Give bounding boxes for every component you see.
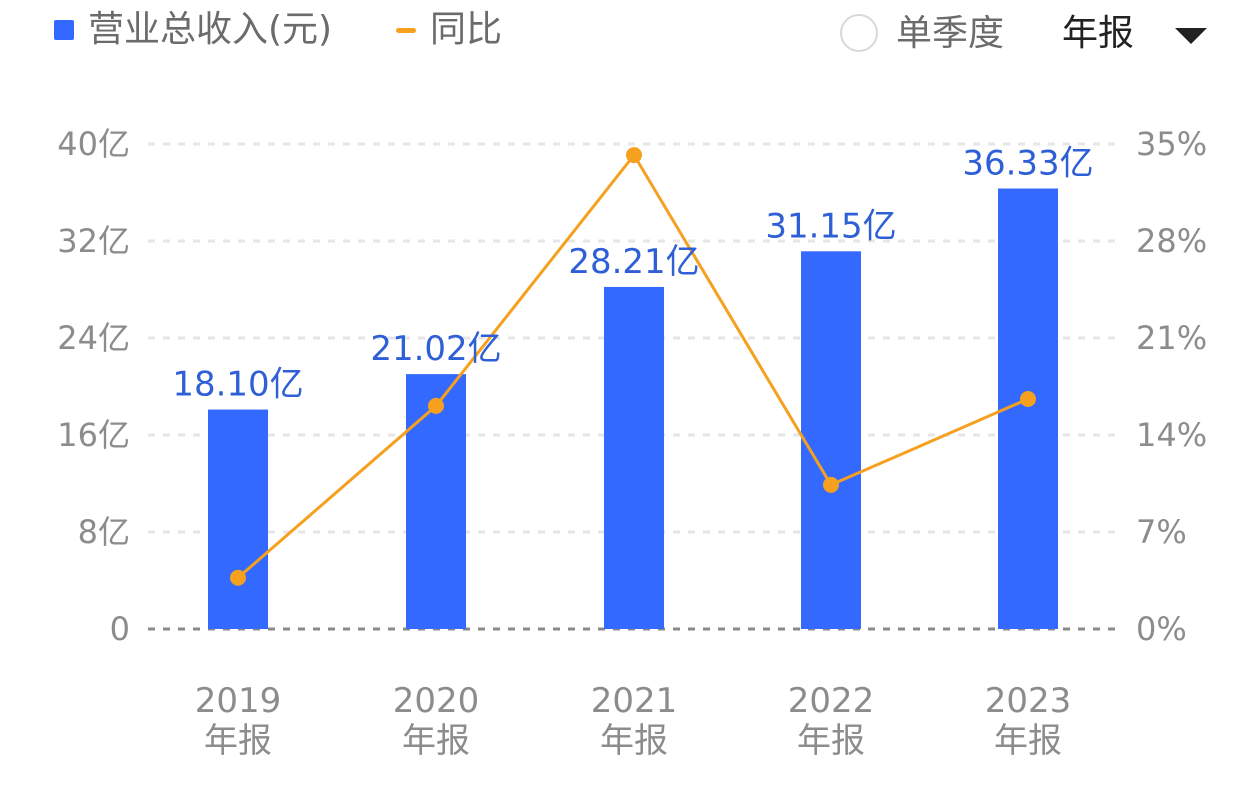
yoy-point (626, 147, 642, 164)
x-category-label: 2022 年报 (788, 681, 875, 761)
bar-data-label: 21.02亿 (370, 329, 501, 369)
legend-yoy[interactable]: 同比 (396, 12, 502, 48)
axis-layer: 0 8亿 16亿 24亿 32亿 40亿 0% 7% 14% 21% 28% 35% 2019 年报 202… (57, 125, 1207, 761)
legend-revenue[interactable]: 营业总收入(元) (54, 12, 332, 48)
y-left-tick-label: 40亿 (57, 125, 130, 163)
bar-data-label: 31.15亿 (765, 206, 896, 246)
x-category-label: 2021 年报 (591, 681, 678, 761)
x-category-label: 2019 年报 (195, 681, 282, 761)
y-right-tick-label: 14% (1136, 416, 1207, 454)
legend-line-swatch (396, 27, 416, 33)
x-category-label: 2023 年报 (985, 681, 1072, 761)
bar-data-label: 28.21亿 (568, 242, 699, 282)
bar-data-label: 18.10亿 (172, 365, 303, 405)
bar-data-label: 36.33亿 (962, 143, 1093, 183)
yoy-point (230, 569, 246, 586)
yoy-point (428, 397, 444, 414)
y-left-tick-label: 32亿 (57, 222, 130, 260)
y-right-tick-label: 21% (1136, 319, 1207, 357)
revenue-bar (208, 409, 268, 629)
revenue-bar (801, 251, 861, 629)
chevron-down-icon[interactable] (1175, 28, 1207, 44)
y-right-tick-label: 7% (1136, 513, 1187, 551)
chart-header: 营业总收入(元) 同比 单季度 年报 (0, 0, 1260, 80)
y-right-tick-label: 0% (1136, 610, 1187, 648)
yoy-point (823, 476, 839, 493)
quarter-radio-label[interactable]: 单季度 (896, 13, 1005, 54)
revenue-bar (604, 286, 664, 629)
quarter-radio-button[interactable] (840, 14, 878, 52)
y-right-tick-label: 28% (1136, 222, 1207, 260)
legend-revenue-label: 营业总收入(元) (88, 9, 333, 50)
y-left-tick-label: 0 (110, 610, 130, 648)
y-left-tick-label: 24亿 (57, 319, 130, 357)
period-select-value[interactable]: 年报 (1062, 13, 1135, 54)
bars-layer (208, 188, 1058, 629)
y-left-tick-label: 8亿 (78, 513, 130, 551)
x-category-label: 2020 年报 (393, 681, 480, 761)
legend-bar-swatch (54, 20, 74, 40)
y-left-tick-label: 16亿 (57, 416, 130, 454)
labels-layer: 18.10亿 21.02亿 28.21亿 31.15亿 36.33亿 (172, 143, 1093, 404)
revenue-bar (406, 374, 466, 629)
yoy-point (1020, 390, 1036, 407)
legend-yoy-label: 同比 (430, 9, 503, 50)
line-layer (230, 147, 1036, 586)
y-right-tick-label: 35% (1136, 125, 1207, 163)
